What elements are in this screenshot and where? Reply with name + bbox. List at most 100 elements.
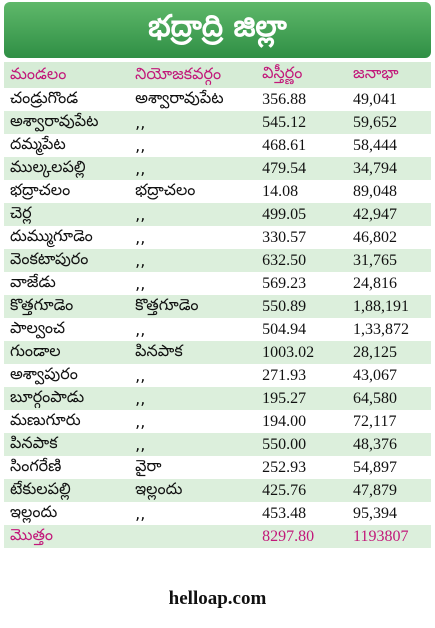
cell: 64,580 [347,387,431,410]
cell: అశ్వాపురం [10,364,78,383]
cell: 632.50 [256,249,348,272]
cell: వెంకటాపురం [4,249,130,272]
cell: 504.94 [262,320,307,338]
cell: 89,048 [353,182,398,200]
cell: 24,816 [353,274,398,292]
cell: 14.08 [262,182,299,200]
footer: helloap.com [168,588,267,609]
cell: టేకులపల్లి [4,479,130,502]
row: పాల్వంచ,, 504.94 1,33,872 [4,318,431,341]
cell: వైరా [135,456,162,475]
cell: 479.54 [256,157,348,180]
row: మణుగూరు,, 194.00 72,117 [4,410,431,433]
cell: ,, [135,504,146,523]
cell: పినపాక [129,341,257,364]
cell: 1,88,191 [347,295,431,318]
cell: 252.93 [262,458,307,476]
cell: ఇల్లందు [129,479,257,502]
cell: ,, [129,157,257,180]
cell: 95,394 [353,504,398,522]
row: ఇల్లందు,, 453.48 95,394 [4,502,431,525]
row: దమ్మపేట,, 468.61 58,444 [4,134,431,157]
cell: మణుగూరు [10,410,81,429]
row: అశ్వారావుపేట,, 545.12 59,652 [4,111,431,134]
cell: 468.61 [262,136,307,154]
header-row: మండలం నియోజకవర్గం విస్తీర్ణం జనాభా [4,62,431,88]
row: వాజేడు,, 569.23 24,816 [4,272,431,295]
cell: ,, [135,366,146,385]
cell: 550.00 [256,433,348,456]
cell: 46,802 [353,228,398,246]
cell: 31,765 [347,249,431,272]
cell: చెర్ల [4,203,130,226]
row: గుండాల పినపాక 1003.02 28,125 [4,341,431,364]
cell [129,525,257,548]
cell: ,, [129,433,257,456]
cell: ,, [129,387,257,410]
cell: పాల్వంచ [10,318,66,337]
cell: 271.93 [262,366,307,384]
cell: దమ్మపేట [10,134,66,153]
cell: ,, [135,412,146,431]
cell: ,, [135,320,146,339]
cell: చండ్రుగొండ [10,88,79,107]
cell: 330.57 [262,228,307,246]
cell: ,, [135,228,146,247]
row: చెర్ల,, 499.05 42,947 [4,203,431,226]
cell: నియోజకవర్గం [129,62,257,88]
cell: 72,117 [353,412,397,430]
cell: మండలం [4,62,130,88]
cell: విస్తీర్ణం [256,62,348,88]
cell: 42,947 [347,203,431,226]
cell: ,, [129,111,257,134]
cell: ,, [129,203,257,226]
row: వెంకటాపురం,, 632.50 31,765 [4,249,431,272]
cell: 356.88 [262,90,307,108]
cell: 1,33,872 [353,320,410,338]
cell: గుండాల [4,341,130,364]
cell: 569.23 [262,274,307,292]
title: భద్రాద్రి జిల్లా [4,2,431,58]
cell: సింగరేణి [10,456,62,475]
cell: ముల్కలపల్లి [4,157,130,180]
cell: 1003.02 [256,341,348,364]
row: అశ్వాపురం,, 271.93 43,067 [4,364,431,387]
cell: 550.89 [256,295,348,318]
row: దుమ్ముగూడెం,, 330.57 46,802 [4,226,431,249]
cell: 58,444 [353,136,398,154]
row: టేకులపల్లి ఇల్లందు 425.76 47,879 [4,479,431,502]
row: చండ్రుగొండ అశ్వారావుపేట 356.88 49,041 [4,88,431,111]
cell: భద్రాచలం [10,180,71,199]
cell: దుమ్ముగూడెం [10,226,93,245]
cell: జనాభా [347,62,431,88]
row: కొత్తగూడెం కొత్తగూడెం 550.89 1,88,191 [4,295,431,318]
cell: వాజేడు [10,272,56,291]
row: పినపాక,, 550.00 48,376 [4,433,431,456]
cell: మొత్తం [4,525,130,548]
cell: 195.27 [256,387,348,410]
cell: పినపాక [4,433,130,456]
cell: 453.48 [262,504,307,522]
cell: 34,794 [347,157,431,180]
cell: ఇల్లందు [10,502,58,521]
row: సింగరేణి వైరా 252.93 54,897 [4,456,431,479]
cell: 425.76 [256,479,348,502]
cell: 499.05 [256,203,348,226]
cell: కొత్తగూడెం [4,295,130,318]
row: ముల్కలపల్లి,, 479.54 34,794 [4,157,431,180]
cell: 194.00 [262,412,307,430]
cell: బూర్గంపాడు [4,387,130,410]
cell: అశ్వారావుపేట [4,111,130,134]
cell: 1193807 [347,525,431,548]
cell: ,, [129,249,257,272]
district-table: మండలం నియోజకవర్గం విస్తీర్ణం జనాభా చండ్రుగొం… [4,62,431,548]
cell: 43,067 [353,366,398,384]
cell: భద్రాచలం [135,180,196,199]
row: బూర్గంపాడు,, 195.27 64,580 [4,387,431,410]
cell: 545.12 [256,111,348,134]
cell: ,, [135,274,146,293]
cell: 28,125 [347,341,431,364]
cell: అశ్వారావుపేట [135,88,224,107]
cell: 8297.80 [256,525,348,548]
cell: 49,041 [353,90,398,108]
